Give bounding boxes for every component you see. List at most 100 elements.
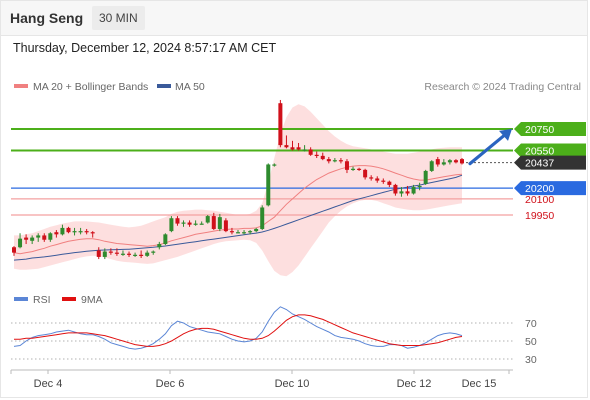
support-2-tag: 20100 xyxy=(525,194,554,206)
candle xyxy=(278,99,283,148)
candle xyxy=(417,182,422,191)
candle xyxy=(351,166,356,171)
candle-body xyxy=(54,232,59,235)
candle-body xyxy=(90,232,95,234)
candle-body xyxy=(18,238,23,248)
candle-body xyxy=(417,185,422,188)
candle-body xyxy=(363,169,368,178)
candle xyxy=(236,230,240,234)
candle xyxy=(266,163,271,207)
candle xyxy=(405,185,410,196)
candle xyxy=(435,156,440,167)
candle xyxy=(187,220,192,227)
candle-body xyxy=(326,159,331,162)
rsi-lines xyxy=(13,306,463,350)
candle-body xyxy=(423,170,428,184)
candle-body xyxy=(332,160,337,162)
candle xyxy=(145,250,150,257)
candle xyxy=(78,227,83,235)
candle-body xyxy=(320,155,325,160)
support-3-tag-text: 19950 xyxy=(525,210,554,222)
candle-body xyxy=(338,160,343,162)
x-tick-label: Dec 12 xyxy=(397,378,432,390)
candle xyxy=(254,227,259,233)
candle-body xyxy=(199,223,204,225)
resistance-1-tag-bg xyxy=(514,143,586,158)
last-price-tag-text: 20437 xyxy=(525,158,554,170)
candle-body xyxy=(181,222,186,224)
candlesticks xyxy=(12,99,464,260)
candle-body xyxy=(102,251,107,257)
candle-body xyxy=(236,232,240,234)
candle xyxy=(108,248,113,255)
candle xyxy=(272,163,277,167)
candle xyxy=(102,248,107,260)
candle-body xyxy=(193,223,198,225)
forecast-arrow-head xyxy=(499,128,512,141)
candle xyxy=(344,159,349,174)
bollinger-legend-label: MA 20 + Bollinger Bands xyxy=(33,81,148,93)
rsi-tick-label: 70 xyxy=(525,318,537,330)
candle-body xyxy=(248,231,253,233)
resistance-1-tag: 20550 xyxy=(514,143,586,158)
candle xyxy=(411,184,416,195)
candle-body xyxy=(387,181,392,185)
candle-body xyxy=(223,220,228,232)
candle xyxy=(460,158,464,165)
candle xyxy=(357,167,362,171)
candle xyxy=(284,135,289,149)
candle-body xyxy=(435,159,440,165)
candle xyxy=(66,226,71,234)
resistance-2-tag: 20750 xyxy=(514,122,586,136)
rsi-ma-legend-label: 9MA xyxy=(81,294,103,306)
candle-body xyxy=(78,231,83,233)
candle-body xyxy=(296,147,301,150)
timeframe-button[interactable]: 30 MIN xyxy=(92,6,145,30)
candle xyxy=(338,158,343,164)
candle-body xyxy=(266,164,271,206)
candle xyxy=(296,142,301,151)
candle xyxy=(90,231,95,238)
ma20-line xyxy=(13,165,463,255)
support-2-tag-text: 20100 xyxy=(525,194,554,206)
candle-body xyxy=(290,147,295,150)
candle-body xyxy=(429,161,434,171)
timestamp: Thursday, December 12, 2024 8:57:17 AM C… xyxy=(13,41,277,55)
candle-body xyxy=(453,160,458,163)
candle xyxy=(393,183,398,196)
candle xyxy=(375,176,380,183)
candle xyxy=(248,230,253,235)
rsi-ma-legend-swatch xyxy=(62,297,76,301)
candle-body xyxy=(72,231,77,233)
rsi-grid: 70 50 30 xyxy=(11,318,537,366)
candle xyxy=(72,227,77,236)
candle xyxy=(163,233,168,246)
candle-body xyxy=(66,227,71,233)
candle xyxy=(114,248,119,256)
bollinger-band-area xyxy=(14,104,462,277)
candle xyxy=(381,178,386,184)
candle xyxy=(399,187,404,197)
candle-body xyxy=(139,254,144,256)
candle-body xyxy=(314,154,319,156)
candle-body xyxy=(284,145,289,148)
candle xyxy=(332,158,337,163)
candle xyxy=(60,224,65,236)
candle-body xyxy=(272,164,277,166)
candle-body xyxy=(120,253,125,255)
candle xyxy=(453,159,458,164)
candle-body xyxy=(242,232,247,234)
rsi-legend-swatch xyxy=(14,297,28,301)
forecast-arrow xyxy=(468,128,512,166)
candle xyxy=(290,140,295,151)
candle xyxy=(175,216,180,226)
candle-body xyxy=(369,177,374,179)
support-1-tag-bg xyxy=(514,181,586,196)
candle-body xyxy=(133,254,138,256)
candle xyxy=(181,220,186,227)
rsi-tick-label: 30 xyxy=(525,354,537,366)
x-tick-label: Dec 4 xyxy=(34,378,63,390)
candle-body xyxy=(36,235,41,238)
candle xyxy=(423,169,428,185)
